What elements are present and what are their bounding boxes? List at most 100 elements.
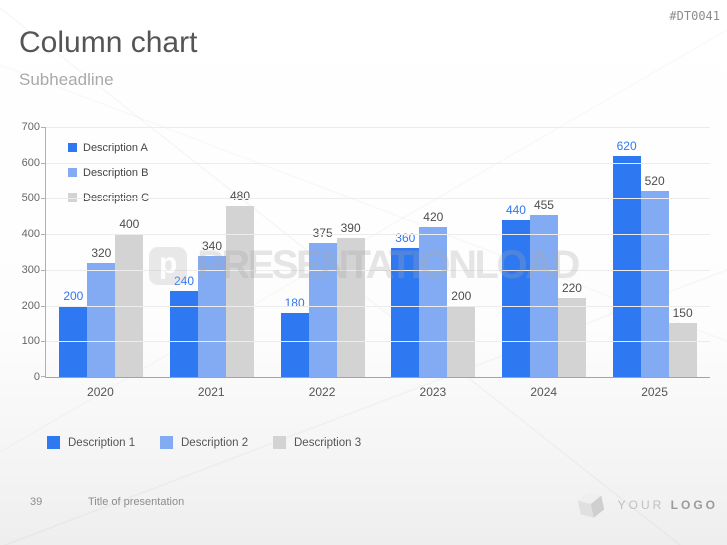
gridline-700 — [46, 127, 710, 128]
bar-group-2020: 200 320 400 — [59, 217, 144, 377]
bar-description-c-2024 — [557, 298, 586, 377]
x-axis-label-2022: 2022 — [308, 385, 336, 399]
bar-value-label: 375 — [312, 226, 333, 241]
bar-group-2021: 240 340 480 — [169, 188, 254, 377]
bar-column: 420 — [419, 210, 448, 377]
bar-description-a-2022 — [280, 312, 309, 377]
bottom-legend-label: Description 1 — [68, 436, 136, 449]
chart-legend-label: Description C — [83, 192, 149, 204]
bar-value-label: 200 — [451, 288, 472, 303]
bar-description-c-2023 — [447, 305, 476, 377]
bar-value-label: 620 — [616, 138, 637, 153]
bar-description-a-2020 — [59, 305, 88, 377]
x-axis-label-2021: 2021 — [197, 385, 225, 399]
gridline-600 — [46, 162, 710, 164]
logo-text-light: YOUR — [617, 498, 665, 512]
x-axis-label-2023: 2023 — [419, 385, 447, 399]
chart-legend-label: Description A — [83, 141, 148, 154]
bar-column: 390 — [336, 220, 365, 377]
bottom-legend-label: Description 3 — [294, 436, 362, 449]
x-axis-label-2020: 2020 — [87, 385, 114, 399]
bar-value-label: 440 — [505, 202, 526, 217]
bar-value-label: 180 — [284, 295, 305, 310]
bar-column: 340 — [197, 239, 226, 377]
gridline-100 — [46, 341, 710, 343]
bar-column: 360 — [391, 231, 420, 377]
your-logo: YOUR LOGO — [576, 489, 718, 521]
bar-column: 480 — [225, 188, 254, 377]
y-tick-400 — [41, 234, 46, 236]
page-title: Column chart — [19, 26, 198, 59]
bar-column: 180 — [280, 295, 309, 377]
y-axis: 0 100 200 300 400 500 600 700 — [2, 121, 40, 383]
bar-column: 620 — [612, 138, 641, 377]
bar-value-label: 240 — [173, 274, 194, 289]
bar-description-b-2022 — [308, 243, 337, 377]
bar-value-label: 480 — [229, 188, 250, 203]
legend-swatch-icon — [273, 436, 286, 449]
bar-column: 220 — [557, 281, 586, 377]
bar-description-c-2025 — [668, 323, 697, 377]
y-tick-200 — [41, 305, 46, 307]
legend-swatch-icon — [68, 193, 77, 202]
y-tick-0 — [41, 376, 46, 377]
bar-group-2025: 620 520 150 — [612, 138, 697, 377]
bottom-legend-label: Description 2 — [181, 436, 249, 449]
chart-legend-item: Description B — [68, 160, 149, 185]
bar-description-a-2024 — [501, 219, 530, 377]
bar-column: 375 — [308, 226, 337, 377]
footer-title: Title of presentation — [88, 496, 185, 508]
bar-description-a-2025 — [612, 155, 641, 377]
gridline-200 — [46, 305, 710, 307]
legend-swatch-icon — [68, 143, 77, 152]
bar-column: 200 — [447, 288, 476, 377]
bar-value-label: 400 — [119, 217, 140, 232]
bar-value-label: 150 — [672, 306, 693, 321]
bar-value-label: 390 — [340, 220, 361, 235]
y-tick-label-700: 700 — [21, 121, 40, 133]
bar-column: 150 — [668, 306, 697, 377]
bar-description-c-2022 — [336, 237, 365, 377]
chart-legend-item: Description A — [68, 135, 149, 160]
y-tick-700 — [41, 127, 46, 128]
chart-legend-label: Description B — [83, 166, 149, 179]
y-tick-100 — [41, 341, 46, 343]
bottom-legend: Description 1 Description 2 Description 3 — [47, 436, 366, 449]
bar-description-b-2020 — [87, 262, 116, 377]
chart-legend-item: Description C — [68, 185, 149, 210]
gridline-400 — [46, 234, 710, 236]
bar-column: 240 — [169, 274, 198, 377]
bar-description-b-2021 — [197, 255, 226, 377]
y-tick-label-500: 500 — [21, 192, 40, 205]
page-number: 39 — [30, 496, 43, 508]
legend-swatch-icon — [47, 436, 60, 449]
y-tick-600 — [41, 162, 46, 164]
bar-value-label: 420 — [423, 210, 444, 224]
y-tick-label-100: 100 — [21, 335, 40, 348]
bar-description-a-2023 — [391, 248, 420, 377]
bottom-legend-item: Description 1 — [47, 436, 140, 449]
x-axis-label-2025: 2025 — [641, 385, 668, 399]
y-tick-500 — [41, 198, 46, 200]
x-axis-label-2024: 2024 — [530, 385, 558, 399]
y-tick-label-0: 0 — [33, 371, 40, 383]
logo-text-bold: LOGO — [670, 498, 718, 512]
legend-swatch-icon — [160, 436, 173, 449]
y-tick-300 — [41, 269, 46, 271]
chart-legend: Description A Description B Description C — [68, 135, 149, 210]
bar-column: 320 — [87, 245, 116, 377]
bar-description-b-2024 — [529, 214, 558, 377]
bar-value-label: 200 — [63, 288, 84, 303]
bar-column: 520 — [640, 174, 669, 377]
y-tick-label-300: 300 — [21, 263, 40, 276]
bar-group-2022: 180 375 390 — [280, 220, 365, 377]
bar-value-label: 520 — [644, 174, 665, 189]
bar-column: 400 — [115, 217, 144, 377]
bar-value-label: 320 — [91, 245, 112, 260]
bar-description-a-2021 — [169, 291, 198, 377]
bottom-legend-item: Description 2 — [160, 436, 253, 449]
bar-column: 200 — [59, 288, 88, 377]
x-axis-labels: 2020 2021 2022 2023 2024 2025 — [45, 385, 710, 399]
bar-description-c-2021 — [225, 205, 254, 377]
